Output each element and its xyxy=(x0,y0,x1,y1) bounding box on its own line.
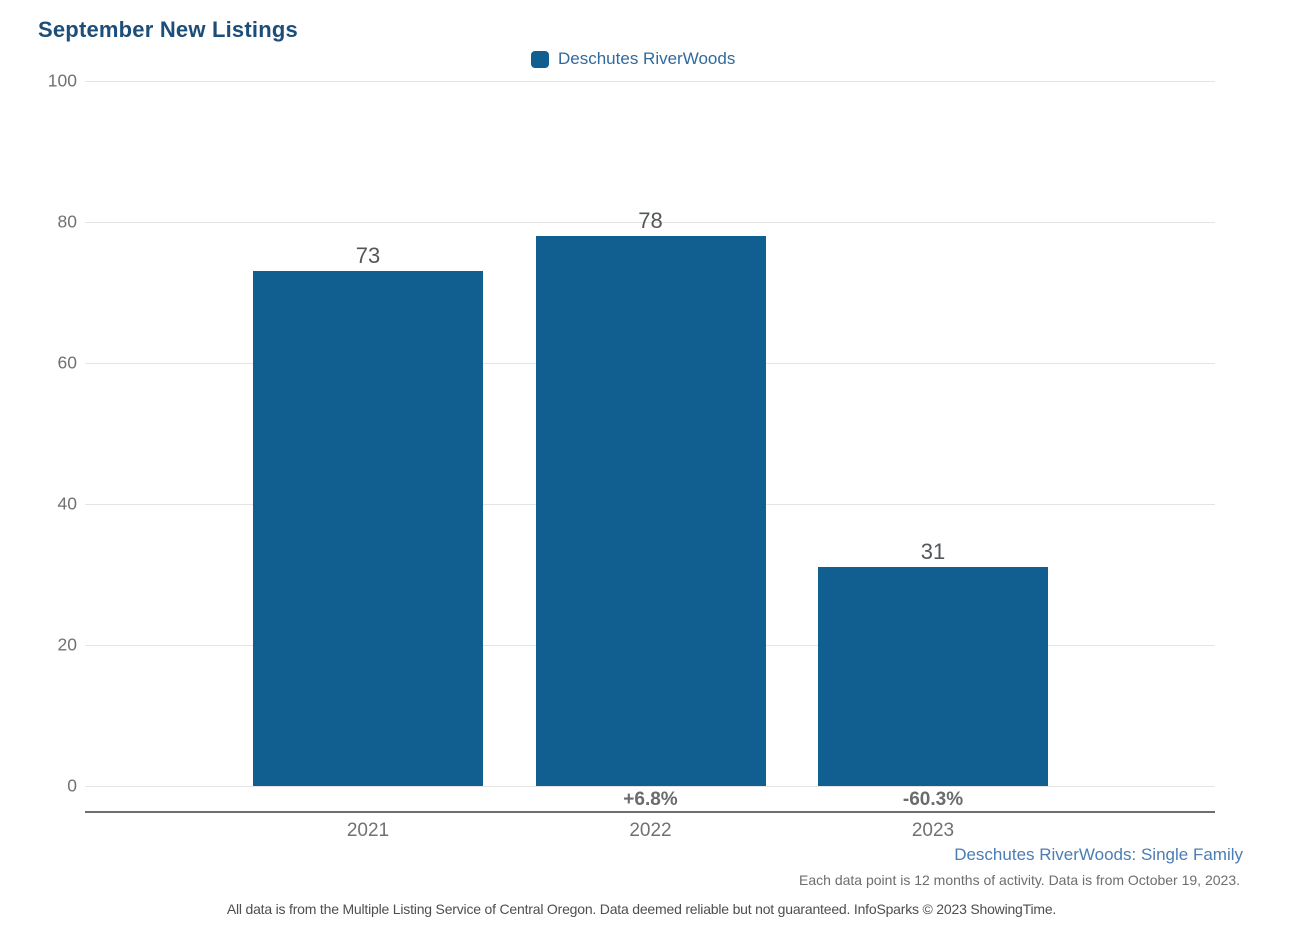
bar-value-label: 78 xyxy=(638,208,663,234)
y-axis-tick-label: 0 xyxy=(67,775,77,796)
x-axis-tick-label: 2022 xyxy=(629,820,672,841)
x-axis-tick-label: 2023 xyxy=(911,820,955,841)
legend[interactable]: Deschutes RiverWoods xyxy=(531,49,735,69)
bar-2023[interactable] xyxy=(818,567,1048,786)
y-gridline xyxy=(85,81,1215,82)
page-title: September New Listings xyxy=(38,17,298,42)
y-axis-tick-label: 40 xyxy=(57,493,77,514)
y-gridline xyxy=(85,786,1215,787)
bar-2022[interactable] xyxy=(535,236,766,786)
x-axis-tick-label: 2021 xyxy=(346,820,390,841)
y-axis-tick-label: 20 xyxy=(57,634,77,655)
data-note: Each data point is 12 months of activity… xyxy=(799,872,1240,888)
y-axis-tick-label: 100 xyxy=(47,70,77,91)
legend-swatch-icon xyxy=(531,50,549,68)
series-subtitle: Deschutes RiverWoods: Single Family xyxy=(954,845,1243,864)
pct-change-label: +6.8% xyxy=(623,789,678,810)
y-gridline xyxy=(85,222,1215,223)
y-axis-tick-label: 80 xyxy=(57,211,77,232)
bar-value-label: 31 xyxy=(920,539,946,565)
pct-change-label: -60.3% xyxy=(902,789,964,810)
bar-2021[interactable] xyxy=(253,271,483,786)
y-axis-tick-label: 60 xyxy=(57,352,77,373)
x-axis-line xyxy=(85,811,1215,813)
disclaimer-text: All data is from the Multiple Listing Se… xyxy=(226,901,1057,917)
bar-value-label: 73 xyxy=(355,243,381,269)
legend-label: Deschutes RiverWoods xyxy=(558,49,736,68)
